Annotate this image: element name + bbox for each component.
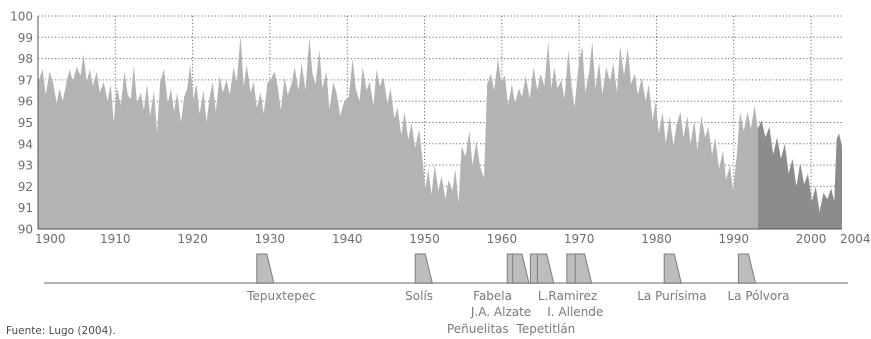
y-tick-label: 92 xyxy=(18,180,33,194)
x-tick-label: 1940 xyxy=(332,232,363,246)
dam-marker xyxy=(663,253,682,284)
dam-marker xyxy=(256,253,275,284)
y-axis-tick-labels: 100 99 98 97 96 95 94 93 92 91 90 xyxy=(10,10,33,237)
dam-marker xyxy=(574,253,593,284)
dam-label: L.Ramirez xyxy=(538,289,597,303)
dam-label: I. Allende xyxy=(547,305,603,319)
dam-label: Fabela xyxy=(473,289,512,303)
dam-marker xyxy=(414,253,433,284)
x-tick-label: 1950 xyxy=(409,232,440,246)
y-tick-label: 96 xyxy=(18,95,33,109)
x-tick-label: 1910 xyxy=(100,232,131,246)
dam-label: J.A. Alzate xyxy=(470,305,531,319)
dam-label: Peñuelitas xyxy=(447,322,509,336)
x-tick-label: 1960 xyxy=(487,232,518,246)
dam-marker xyxy=(737,253,757,284)
area-series-2 xyxy=(757,120,842,229)
dam-marker xyxy=(512,253,530,284)
dam-label: Solís xyxy=(405,289,433,303)
axes xyxy=(37,15,842,230)
x-tick-label: 1980 xyxy=(641,232,672,246)
y-tick-label: 100 xyxy=(10,10,33,24)
dam-marker xyxy=(536,253,555,284)
y-tick-label: 90 xyxy=(18,223,33,237)
dam-label: La Purísima xyxy=(637,289,706,303)
y-tick-label: 93 xyxy=(18,159,33,173)
y-tick-label: 97 xyxy=(18,73,33,87)
y-tick-label: 98 xyxy=(18,52,33,66)
y-tick-label: 94 xyxy=(18,137,33,151)
dam-label: Tepuxtepec xyxy=(246,289,316,303)
y-tick-label: 91 xyxy=(18,201,33,215)
x-tick-label: 1970 xyxy=(564,232,595,246)
source-note: Fuente: Lugo (2004). xyxy=(6,325,116,337)
x-tick-label: 1900 xyxy=(35,232,66,246)
y-tick-label: 99 xyxy=(18,31,33,45)
x-tick-label: 1990 xyxy=(718,232,749,246)
y-tick-label: 95 xyxy=(18,116,33,130)
dam-label: Tepetitlán xyxy=(516,322,576,336)
dam-timeline: Tepuxtepec Solís Fabela J.A. Alzate Peñuelit… xyxy=(44,253,848,336)
area-series xyxy=(38,35,842,229)
x-tick-label: 2000 xyxy=(796,232,827,246)
x-tick-label: 1930 xyxy=(255,232,286,246)
area-series-1 xyxy=(38,35,758,229)
dam-label: La Pólvora xyxy=(727,289,789,303)
x-tick-label: 1920 xyxy=(177,232,208,246)
x-tick-label: 2004 xyxy=(840,232,871,246)
x-axis-tick-labels: 1900 1910 1920 1930 1940 1950 1960 1970 1980 1990… xyxy=(35,232,871,246)
